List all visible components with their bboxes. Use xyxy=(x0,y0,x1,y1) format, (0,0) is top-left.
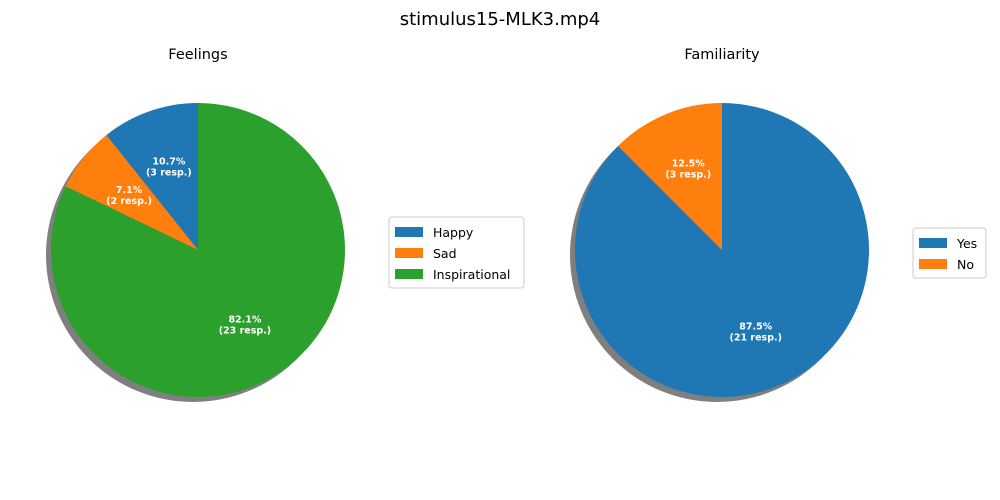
familiarity-percent-no: 12.5% xyxy=(672,159,705,170)
feelings-legend-swatch-sad xyxy=(395,248,423,258)
feelings-legend-label-inspirational: Inspirational xyxy=(433,267,510,282)
feelings-responses-inspirational: (23 resp.) xyxy=(219,326,271,337)
familiarity-pie-chart: Familiarity 87.5% (21 resp.) 12.5% (3 resp.… xyxy=(570,47,987,402)
familiarity-legend-swatch-yes xyxy=(919,238,947,248)
feelings-chart-title: Feelings xyxy=(168,47,227,63)
familiarity-legend-label-yes: Yes xyxy=(956,236,977,251)
feelings-pie-chart: Feelings 10.7% (3 resp.)7.1% (2 resp.)82.1… xyxy=(46,47,525,402)
figure-title: stimulus15-MLK3.mp4 xyxy=(400,9,601,30)
familiarity-legend-label-no: No xyxy=(957,257,974,272)
familiarity-slice-no xyxy=(618,103,722,250)
familiarity-legend: Yes No xyxy=(912,227,987,279)
familiarity-slice-label-no: 12.5% (3 resp.) xyxy=(665,159,711,181)
feelings-slice-label-sad: 7.1% (2 resp.) xyxy=(106,185,152,207)
feelings-legend-label-happy: Happy xyxy=(433,225,474,240)
feelings-responses-happy: (3 resp.) xyxy=(146,168,192,179)
feelings-percent-happy: 10.7% xyxy=(152,157,185,168)
feelings-responses-sad: (2 resp.) xyxy=(106,196,152,207)
feelings-slice-label-happy: 10.7% (3 resp.) xyxy=(146,157,192,179)
familiarity-slice-label-yes: 87.5% (21 resp.) xyxy=(730,321,782,343)
familiarity-legend-swatch-no xyxy=(919,259,947,269)
familiarity-chart-title: Familiarity xyxy=(684,47,760,63)
familiarity-pie-labels: 87.5% (21 resp.) 12.5% (3 resp.) xyxy=(665,159,782,344)
feelings-slice-inspirational xyxy=(51,103,346,397)
feelings-legend-swatch-happy xyxy=(395,227,423,237)
feelings-legend-swatch-inspirational xyxy=(395,269,423,279)
familiarity-percent-yes: 87.5% xyxy=(739,321,772,332)
familiarity-responses-yes: (21 resp.) xyxy=(730,332,782,343)
feelings-legend-label-sad: Sad xyxy=(433,246,457,261)
feelings-slice-sad xyxy=(65,135,198,250)
familiarity-slice-yes xyxy=(574,103,869,397)
familiarity-pie-slices xyxy=(574,103,869,397)
feelings-legend: Happy Sad Inspirational xyxy=(388,216,525,289)
feelings-pie-labels: 10.7% (3 resp.)7.1% (2 resp.)82.1% (23 resp… xyxy=(106,157,271,337)
feelings-percent-sad: 7.1% xyxy=(116,185,143,196)
feelings-slice-label-inspirational: 82.1% (23 resp.) xyxy=(219,315,271,337)
feelings-pie-slices xyxy=(51,103,346,397)
familiarity-responses-no: (3 resp.) xyxy=(665,170,711,181)
feelings-slice-happy xyxy=(106,103,198,250)
feelings-percent-inspirational: 82.1% xyxy=(228,315,261,326)
